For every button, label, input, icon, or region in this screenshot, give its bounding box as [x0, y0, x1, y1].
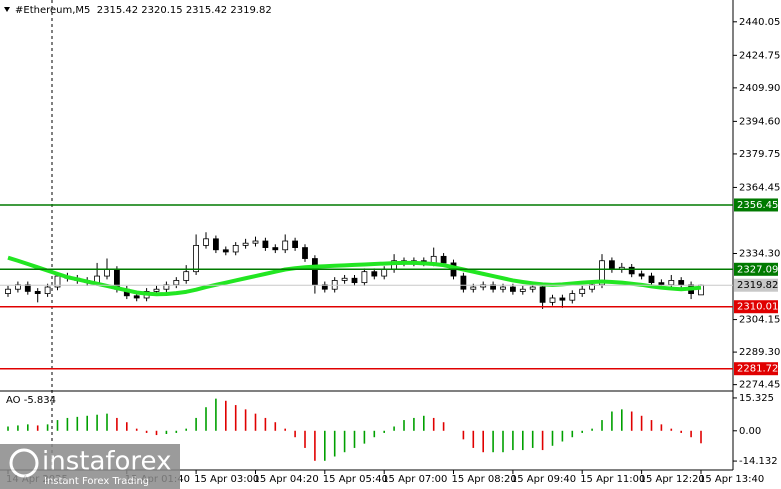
level-label: 2310.01	[737, 302, 778, 313]
candle-body	[579, 288, 586, 294]
y-tick-label: 15.325	[739, 393, 774, 404]
x-tick-label: 15 Apr 04:20	[254, 474, 319, 485]
candle-body	[470, 286, 477, 290]
candle-body	[242, 242, 249, 246]
candle-body	[104, 269, 110, 277]
y-tick-label: 2394.60	[739, 116, 780, 127]
current-price-label: 2319.82	[737, 280, 778, 291]
x-tick-label: 15 Apr 13:40	[699, 474, 764, 485]
candle-body	[282, 240, 289, 251]
candle-body	[5, 288, 11, 294]
candle-body	[24, 284, 31, 292]
candle-body	[311, 258, 318, 286]
candle-body	[519, 288, 526, 292]
candle-body	[302, 247, 308, 259]
candle-body	[509, 286, 516, 292]
current-price-box	[734, 278, 778, 292]
y-tick-label: -14.132	[739, 456, 778, 467]
level-label-box	[734, 300, 778, 314]
candle-body	[133, 295, 140, 299]
candle-body	[628, 266, 635, 275]
y-tick-label: 2424.75	[739, 50, 780, 61]
x-tick-label: 15 Apr 09:40	[511, 474, 576, 485]
candle-body	[460, 275, 467, 290]
candle-body	[638, 273, 645, 277]
x-tick-label: 15 Apr 11:00	[580, 474, 645, 485]
candle-body	[203, 238, 209, 246]
candle-body	[173, 280, 180, 286]
candle-body	[648, 275, 655, 284]
level-label: 2281.72	[737, 364, 778, 375]
chart-title: #Ethereum,M5 2315.42 2320.15 2315.42 231…	[15, 5, 272, 16]
candle-body	[361, 271, 368, 284]
y-tick-label: 0.00	[739, 426, 761, 437]
candle-body	[559, 297, 566, 301]
x-tick-label: 15 Apr 05:40	[323, 474, 388, 485]
candle-body	[34, 291, 41, 294]
candle-body	[262, 240, 269, 248]
candle-body	[272, 247, 279, 251]
level-label: 2327.09	[737, 264, 778, 275]
level-label-box	[734, 262, 778, 276]
candle-body	[252, 240, 259, 244]
candle-body	[440, 255, 447, 264]
candle-body	[54, 275, 61, 288]
menu-arrow[interactable]	[4, 7, 10, 12]
watermark-brand: instaforex	[42, 447, 171, 477]
y-tick-label: 2409.90	[739, 83, 780, 94]
candle-body	[212, 238, 219, 251]
level-label: 2356.45	[737, 200, 778, 211]
candle-body	[658, 282, 665, 286]
candle-body	[44, 286, 51, 294]
candle-body	[193, 244, 200, 273]
x-tick-label: 15 Apr 03:00	[194, 474, 259, 485]
candle-body	[569, 293, 576, 301]
candle-body	[549, 297, 556, 303]
candle-body	[609, 260, 615, 270]
y-tick-label: 2364.45	[739, 182, 780, 193]
plot: 2440.05 2424.75 2409.90 2394.60 2379.75 2364.…	[0, 17, 780, 485]
x-tick-label: 15 Apr 08:20	[452, 474, 517, 485]
candle-body	[529, 286, 536, 290]
candle-body	[341, 277, 348, 281]
candle-body	[183, 271, 190, 281]
watermark-logo	[9, 448, 39, 478]
candle-body	[222, 249, 229, 253]
candle-body	[500, 286, 506, 290]
candle-body	[381, 269, 388, 277]
candle-body	[668, 280, 675, 286]
watermark: instaforex Instant Forex Trading	[0, 444, 180, 489]
candle-body	[292, 240, 299, 248]
y-tick-label: 2304.15	[739, 315, 780, 326]
candle-body	[678, 280, 685, 286]
y-tick-label: 2334.30	[739, 249, 780, 260]
y-tick-label: 2440.05	[739, 17, 780, 28]
candle-body	[539, 286, 546, 303]
y-tick-label: 2274.45	[739, 380, 780, 391]
candle-body	[351, 277, 358, 284]
y-tick-label: 2379.75	[739, 149, 780, 160]
candle-body	[371, 271, 378, 277]
x-tick-label: 15 Apr 12:20	[640, 474, 705, 485]
level-label-box	[734, 362, 778, 376]
watermark-tagline: Instant Forex Trading	[44, 476, 149, 487]
x-tick-label: 15 Apr 07:00	[382, 474, 447, 485]
candle-body	[153, 288, 160, 292]
y-tick-label: 2289.30	[739, 347, 780, 358]
level-label-box	[734, 198, 778, 212]
indicator-title: AO -5.834	[6, 395, 56, 406]
moving-average	[7, 255, 702, 297]
candle-body	[232, 244, 239, 253]
